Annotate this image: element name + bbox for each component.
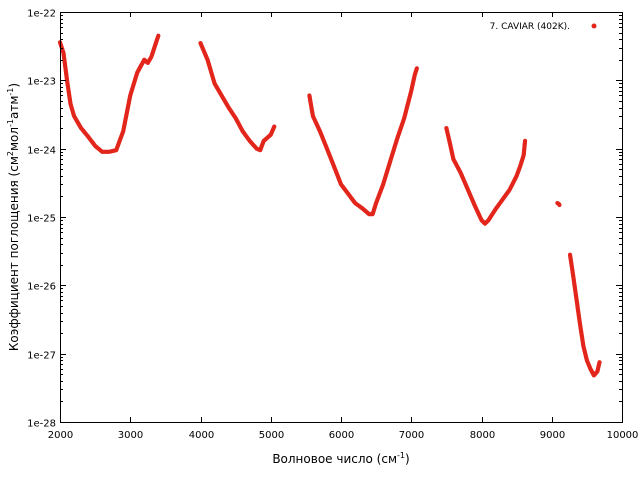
y-tick-label: 1e-22 — [27, 9, 56, 20]
data-point — [522, 138, 528, 143]
y-tick-label: 1e-26 — [27, 282, 56, 293]
y-tick-label: 1e-24 — [27, 146, 56, 157]
x-tick-label: 2000 — [48, 430, 73, 441]
data-layer — [57, 33, 602, 378]
legend-marker — [591, 23, 597, 29]
legend-label: 7. CAVIAR (402K). — [490, 22, 570, 32]
data-point — [156, 33, 161, 38]
x-tick-label: 10000 — [607, 430, 639, 441]
x-tick-label: 3000 — [118, 430, 143, 441]
y-axis-title: Коэффициент поглощения (см2мол-1атм-1) — [6, 83, 21, 351]
y-tick-label: 1e-27 — [27, 351, 56, 362]
x-axis-title: Волновое число (см-1) — [272, 451, 409, 466]
x-tick-label: 5000 — [259, 430, 284, 441]
x-tick-label: 7000 — [399, 430, 424, 441]
legend: 7. CAVIAR (402K). — [490, 22, 597, 32]
data-point — [414, 66, 419, 71]
y-tick-label: 1e-23 — [27, 77, 56, 88]
data-point — [557, 202, 562, 208]
x-tick-label: 6000 — [329, 430, 354, 441]
x-tick-label: 9000 — [540, 430, 565, 441]
y-tick-label: 1e-25 — [27, 214, 56, 225]
y-tick-label: 1e-28 — [27, 419, 56, 430]
data-point — [597, 360, 602, 365]
x-tick-label: 8000 — [470, 430, 495, 441]
data-point — [272, 124, 277, 129]
y-axis: 1e-22 1e-23 1e-24 1e-25 1e-26 1e-27 1e-28 — [27, 9, 622, 430]
x-axis: 2000 3000 4000 5000 6000 7000 8000 9000 10000 — [48, 12, 639, 441]
x-tick-label: 4000 — [189, 430, 214, 441]
